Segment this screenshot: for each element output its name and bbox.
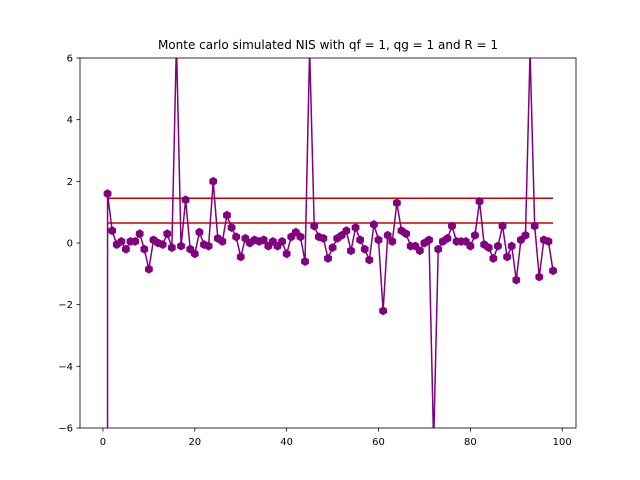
data-point xyxy=(425,235,433,245)
data-point xyxy=(259,235,268,245)
data-point xyxy=(507,241,516,251)
x-tick-label: 40 xyxy=(280,437,293,448)
data-point xyxy=(145,264,153,274)
data-point xyxy=(498,221,507,231)
y-tick-label: −2 xyxy=(58,300,73,311)
data-point xyxy=(521,230,530,240)
data-point xyxy=(443,233,452,243)
data-point xyxy=(342,226,351,236)
data-point xyxy=(167,243,176,253)
data-point xyxy=(347,246,355,256)
data-point xyxy=(328,243,337,253)
data-point xyxy=(544,236,553,246)
chart-title: Monte carlo simulated NIS with qf = 1, q… xyxy=(158,38,498,52)
x-tick-label: 80 xyxy=(464,437,477,448)
data-point xyxy=(195,227,204,237)
data-point xyxy=(484,243,493,253)
x-tick-label: 0 xyxy=(100,437,106,448)
plot-area xyxy=(103,58,557,428)
data-point xyxy=(319,233,328,243)
data-point xyxy=(278,236,286,246)
data-point xyxy=(310,221,319,231)
data-point xyxy=(296,232,305,242)
data-point xyxy=(236,252,245,262)
y-tick-label: 4 xyxy=(67,115,73,126)
data-point xyxy=(475,196,484,206)
data-point xyxy=(190,249,199,259)
x-tick-label: 60 xyxy=(372,437,385,448)
data-point xyxy=(324,253,332,263)
data-point xyxy=(301,257,309,266)
data-point xyxy=(365,255,374,265)
data-point xyxy=(223,210,231,220)
data-point xyxy=(489,253,498,263)
data-point xyxy=(494,241,502,251)
y-tick-label: −4 xyxy=(58,362,73,373)
y-tick-label: 6 xyxy=(67,54,73,65)
data-point xyxy=(103,189,112,199)
data-point xyxy=(131,236,139,246)
data-point xyxy=(379,306,387,316)
data-point xyxy=(163,229,172,239)
data-point xyxy=(177,241,185,251)
data-point xyxy=(471,230,479,240)
data-point xyxy=(356,235,365,245)
data-point xyxy=(122,244,130,254)
x-tick-label: 20 xyxy=(188,437,201,448)
data-point xyxy=(227,223,236,233)
y-tick-label: 0 xyxy=(67,239,73,250)
data-point xyxy=(388,236,397,246)
data-point xyxy=(466,241,475,251)
data-point xyxy=(530,221,539,231)
data-point xyxy=(549,266,557,276)
data-point xyxy=(512,275,521,285)
y-tick-label: 2 xyxy=(67,177,73,188)
data-point xyxy=(415,246,424,256)
data-point xyxy=(360,244,369,254)
data-point xyxy=(503,252,511,262)
axes: 0 20 40 60 80 100 −6 −4 −2 0 2 4 6 xyxy=(58,54,572,449)
data-point xyxy=(140,244,149,254)
data-point xyxy=(393,198,401,208)
data-point xyxy=(282,249,291,259)
data-point xyxy=(434,244,443,254)
data-point xyxy=(232,232,241,242)
data-point xyxy=(108,226,117,236)
data-point xyxy=(448,221,456,231)
x-tick-label: 100 xyxy=(553,437,572,448)
data-point xyxy=(204,241,213,251)
data-point xyxy=(158,240,167,250)
data-point xyxy=(181,195,190,205)
data-point xyxy=(370,220,378,229)
data-point xyxy=(117,236,126,246)
data-point xyxy=(135,229,144,239)
data-point xyxy=(209,176,218,186)
data-point xyxy=(351,223,360,233)
data-point xyxy=(535,272,544,282)
data-point xyxy=(402,229,410,239)
y-tick-label: −6 xyxy=(58,424,73,435)
data-point xyxy=(374,235,383,245)
data-point xyxy=(383,230,392,240)
data-point xyxy=(218,236,227,246)
